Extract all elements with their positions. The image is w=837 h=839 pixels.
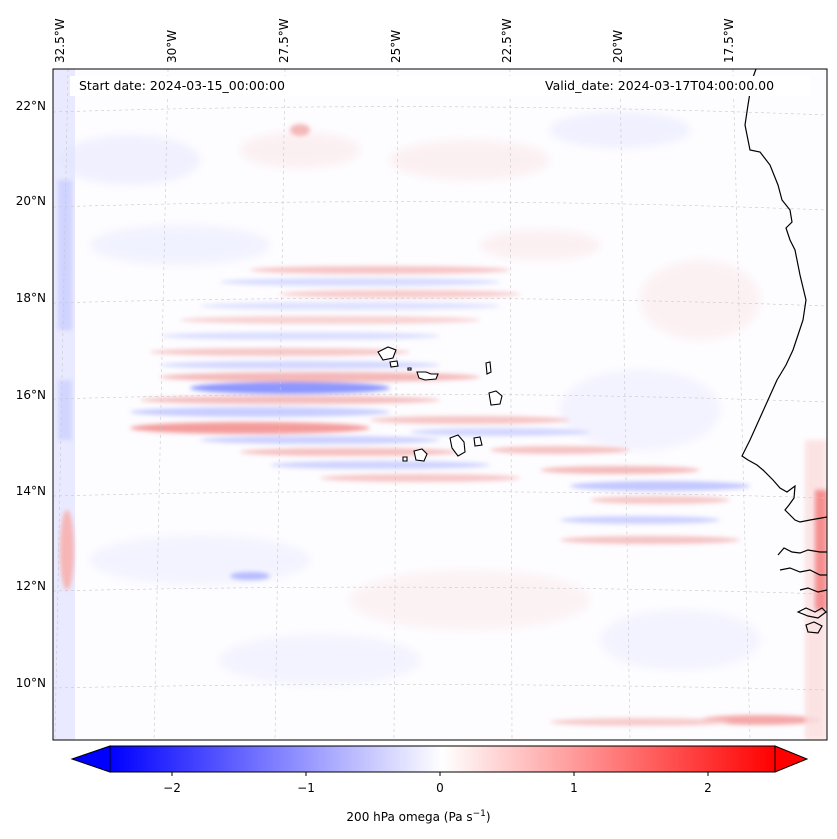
colorbar — [70, 745, 809, 776]
lat-label-14n: 14°N — [15, 484, 46, 498]
left-edge-red — [60, 510, 74, 590]
valid-date-label: Valid_date: 2024-03-17T04:00:00.00 — [545, 78, 775, 93]
colorbar-tick-1: 1 — [570, 781, 578, 795]
gridlines — [53, 69, 827, 740]
lat-label-10n: 10°N — [15, 676, 46, 690]
colorbar-extend-low — [70, 745, 111, 773]
colorbar-gradient — [110, 746, 775, 772]
lat-label-16n: 16°N — [15, 388, 46, 402]
header-band — [70, 76, 810, 96]
colorbar-title-exponent: −1 — [472, 809, 486, 819]
colorbar-tick-minus1: −1 — [297, 781, 315, 795]
colorbar-title: 200 hPa omega (Pa s−1) — [0, 809, 837, 824]
colorbar-title-close: ) — [485, 810, 491, 824]
lat-label-22n: 22°N — [15, 99, 46, 113]
lat-label-12n: 12°N — [15, 579, 46, 593]
lat-label-18n: 18°N — [15, 291, 46, 305]
lat-label-20n: 20°N — [15, 194, 46, 208]
african-coastline — [741, 69, 827, 634]
colorbar-tick-2: 2 — [704, 781, 712, 795]
colorbar-extend-high — [774, 745, 809, 773]
omega-bands — [130, 124, 820, 726]
cape-verde-islands — [377, 346, 503, 462]
colorbar-tick-minus2: −2 — [163, 781, 181, 795]
omega-field — [53, 69, 827, 740]
start-date-label: Start date: 2024-03-15_00:00:00 — [79, 78, 285, 93]
colorbar-title-main: 200 hPa omega (Pa s — [346, 810, 473, 824]
colorbar-tick-0: 0 — [436, 781, 444, 795]
omega-background-patches — [60, 112, 760, 685]
map-frame — [52, 68, 828, 741]
